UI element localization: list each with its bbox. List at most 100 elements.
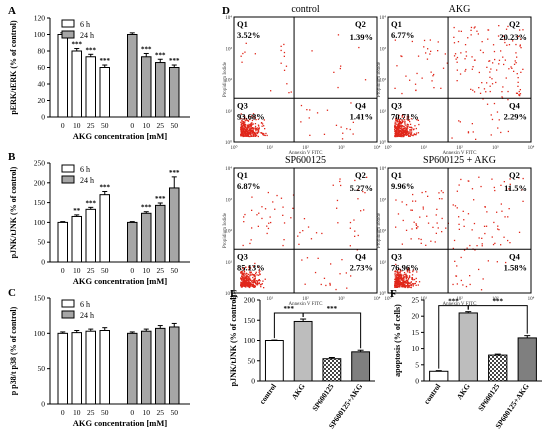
facs-dot xyxy=(242,281,244,283)
facs-dot xyxy=(411,127,413,129)
facs-dot xyxy=(248,123,250,126)
facs-dot xyxy=(411,40,413,43)
legend-label: 6 h xyxy=(80,300,90,309)
facs-x-tick: 10³ xyxy=(338,145,345,151)
facs-dot xyxy=(470,34,472,36)
facs-dot xyxy=(470,29,472,31)
facs-dot xyxy=(517,35,519,38)
facs-dot xyxy=(456,207,458,209)
facs-dot xyxy=(242,244,244,247)
facs-dot xyxy=(403,282,405,284)
significance-label: *** xyxy=(100,57,111,65)
facs-dot xyxy=(415,134,417,136)
facs-dot xyxy=(330,263,332,265)
facs-dot xyxy=(470,88,472,90)
facs-dot xyxy=(398,119,401,121)
facs-dot xyxy=(503,236,505,238)
facs-dot xyxy=(257,225,259,227)
facs-dot xyxy=(261,125,263,127)
facs-dot xyxy=(253,281,255,284)
facs-dot xyxy=(404,131,406,133)
facs-dot xyxy=(460,256,462,259)
bar xyxy=(141,56,152,118)
facs-dot xyxy=(298,243,300,245)
facs-dot xyxy=(406,277,408,279)
facs-dot xyxy=(245,278,248,280)
facs-dot xyxy=(422,206,424,208)
facs-dot xyxy=(409,129,412,131)
facs-dot xyxy=(454,260,456,262)
facs-dot xyxy=(398,131,400,133)
facs-dot xyxy=(409,123,412,125)
facs-dot xyxy=(262,132,264,135)
x-tick-label: 10 xyxy=(73,121,81,130)
facs-dot xyxy=(264,134,266,137)
facs-dot xyxy=(253,131,255,133)
facs-dot xyxy=(357,234,359,237)
facs-dot xyxy=(520,47,522,49)
facs-dot xyxy=(242,134,245,136)
facs-dot xyxy=(394,284,396,287)
facs-dot xyxy=(412,270,414,273)
quadrant-label-q2: Q2 xyxy=(509,19,520,29)
facs-dot xyxy=(491,83,494,85)
facs-dot xyxy=(486,82,488,84)
quadrant-label-q4: Q4 xyxy=(509,251,521,261)
facs-dot xyxy=(515,52,517,54)
facs-dot xyxy=(400,126,403,128)
facs-dot xyxy=(297,235,299,237)
facs-dot xyxy=(244,132,246,134)
facs-dot xyxy=(398,120,401,122)
facs-y-tick: 10¹ xyxy=(380,109,387,115)
facs-dot xyxy=(262,280,264,282)
x-tick-label: 0 xyxy=(130,266,134,275)
facs-dot xyxy=(270,221,272,224)
facs-dot xyxy=(402,114,404,116)
facs-dot xyxy=(476,30,478,32)
facs-dot xyxy=(398,114,400,117)
facs-dot xyxy=(263,134,265,136)
facs-dot xyxy=(249,130,251,132)
legend-label: 24 h xyxy=(80,176,94,185)
facs-dot xyxy=(246,282,248,285)
facs-dot xyxy=(254,279,256,281)
facs-dot xyxy=(244,286,247,288)
facs-dot xyxy=(302,230,304,232)
facs-dot xyxy=(486,66,488,68)
facs-dot xyxy=(255,133,257,135)
facs-dot xyxy=(274,208,276,210)
facs-dot xyxy=(481,243,483,245)
facs-dot xyxy=(487,260,489,262)
facs-dot xyxy=(395,132,397,134)
facs-dot xyxy=(346,287,348,289)
facs-dot xyxy=(413,221,415,223)
bar xyxy=(155,327,166,405)
facs-dot xyxy=(440,87,442,89)
facs-dot xyxy=(465,285,468,288)
facs-dot xyxy=(407,267,410,269)
facs-dot xyxy=(241,279,243,281)
x-tick-label: 10 xyxy=(143,121,151,130)
facs-dot xyxy=(409,126,411,128)
facs-x-tick: 10³ xyxy=(492,145,499,151)
facs-dot xyxy=(336,199,339,202)
facs-dot xyxy=(425,191,427,193)
legend-label: 24 h xyxy=(80,31,94,40)
facs-dot xyxy=(404,120,406,123)
quadrant-value-q4: 2.73% xyxy=(350,262,373,272)
facs-dot xyxy=(243,272,246,274)
facs-dot xyxy=(503,181,505,183)
facs-dot xyxy=(354,235,356,237)
facs-dot xyxy=(257,280,259,282)
facs-dot xyxy=(436,222,438,224)
facs-dot xyxy=(249,273,251,275)
facs-dot xyxy=(473,199,475,201)
facs-dot xyxy=(456,190,458,192)
facs-dot xyxy=(248,266,250,268)
facs-dot xyxy=(325,284,327,287)
facs-dot xyxy=(478,71,480,74)
facs-dot xyxy=(403,272,406,274)
facs-dot xyxy=(509,242,511,244)
facs-dot xyxy=(397,273,399,275)
facs-dot xyxy=(244,129,246,132)
